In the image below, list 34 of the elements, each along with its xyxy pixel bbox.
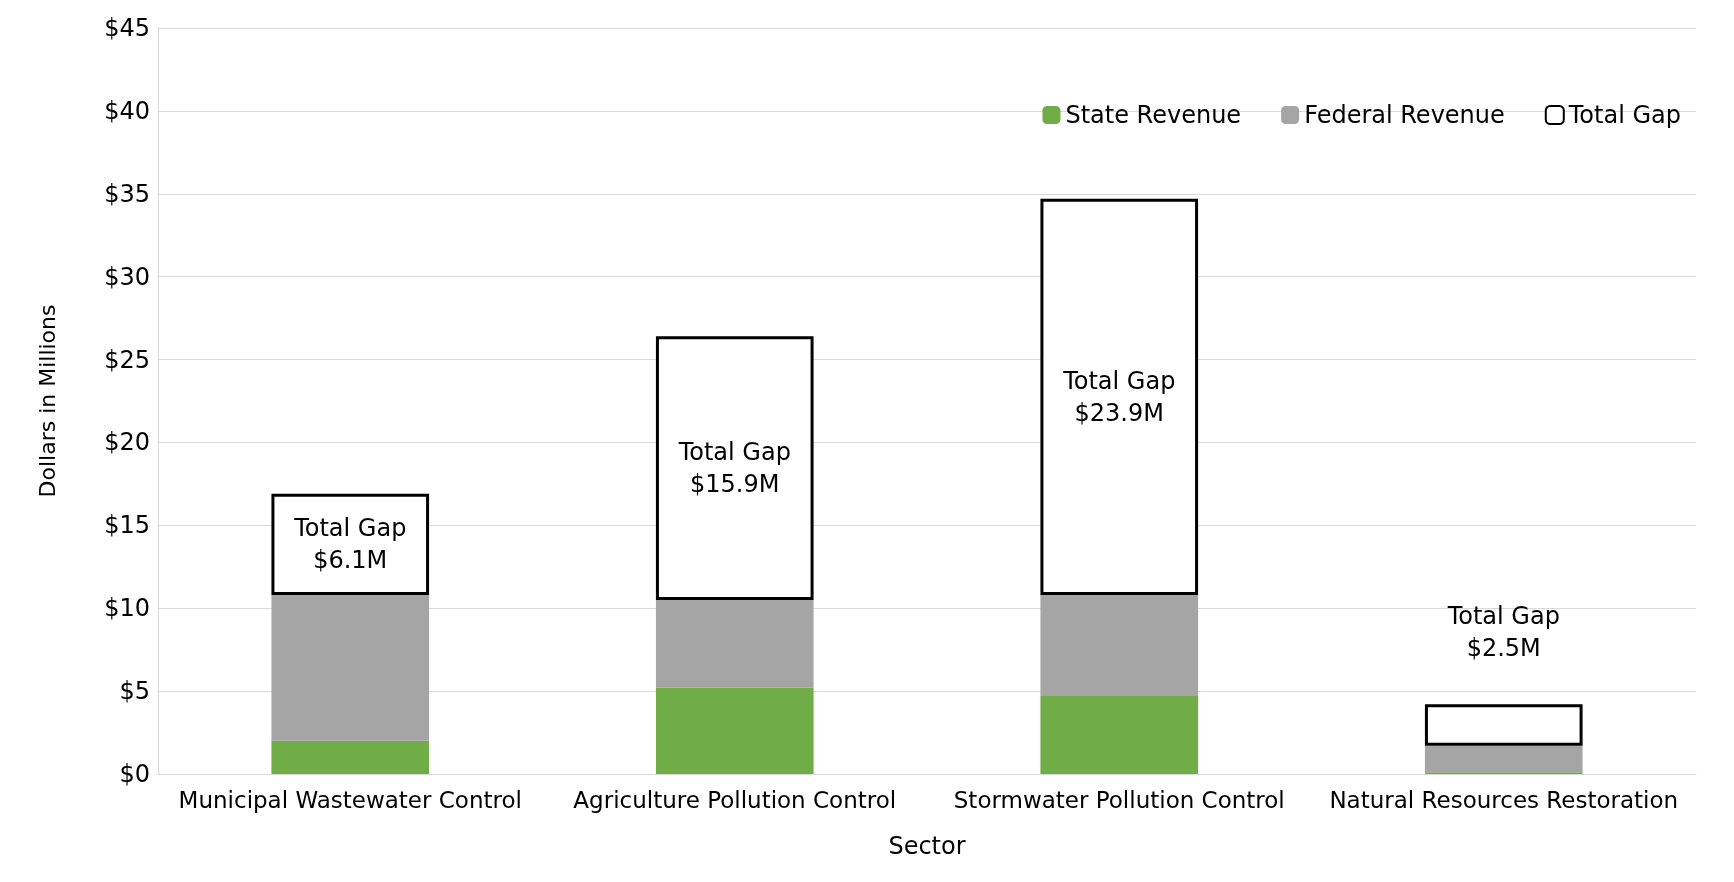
bar bbox=[1040, 198, 1199, 595]
y-axis-title: Dollars in Millions bbox=[34, 304, 60, 498]
y-tick-label: $15 bbox=[104, 511, 150, 540]
y-tick-label: $45 bbox=[104, 14, 150, 42]
legend-label: Federal Revenue bbox=[1304, 101, 1505, 129]
bar bbox=[271, 493, 430, 595]
x-axis-title: Sector bbox=[888, 832, 966, 860]
legend-label: Total Gap bbox=[1567, 101, 1681, 129]
data-label: Total Gap $15.9M bbox=[677, 438, 791, 499]
x-tick-label: Municipal Wastewater Control bbox=[178, 786, 522, 813]
y-tick-label: $40 bbox=[104, 96, 150, 125]
bar bbox=[655, 599, 814, 688]
x-tick-label: Stormwater Pollution Control bbox=[953, 786, 1285, 813]
y-tick-label: $0 bbox=[119, 760, 150, 788]
y-tick-label: $10 bbox=[104, 594, 150, 623]
bar bbox=[655, 336, 814, 600]
bar bbox=[271, 594, 430, 741]
y-tick-label: $25 bbox=[104, 345, 150, 374]
bar bbox=[655, 687, 814, 774]
bar bbox=[271, 740, 430, 774]
data-label: Total Gap $6.1M bbox=[293, 514, 407, 575]
bar bbox=[1424, 745, 1583, 773]
bar bbox=[1424, 704, 1583, 746]
data-label: Total Gap $2.5M bbox=[1446, 602, 1560, 663]
y-tick-label: $20 bbox=[104, 428, 150, 457]
x-tick-label: Natural Resources Restoration bbox=[1329, 786, 1679, 813]
bar bbox=[1040, 594, 1199, 697]
x-tick-label: Agriculture Pollution Control bbox=[573, 786, 897, 813]
data-label: Total Gap $23.9M bbox=[1062, 366, 1176, 427]
legend-label: State Revenue bbox=[1065, 101, 1242, 129]
y-tick-label: $30 bbox=[104, 262, 150, 291]
y-tick-label: $35 bbox=[104, 179, 150, 208]
y-tick-label: $5 bbox=[119, 677, 150, 706]
bar bbox=[1040, 696, 1199, 774]
